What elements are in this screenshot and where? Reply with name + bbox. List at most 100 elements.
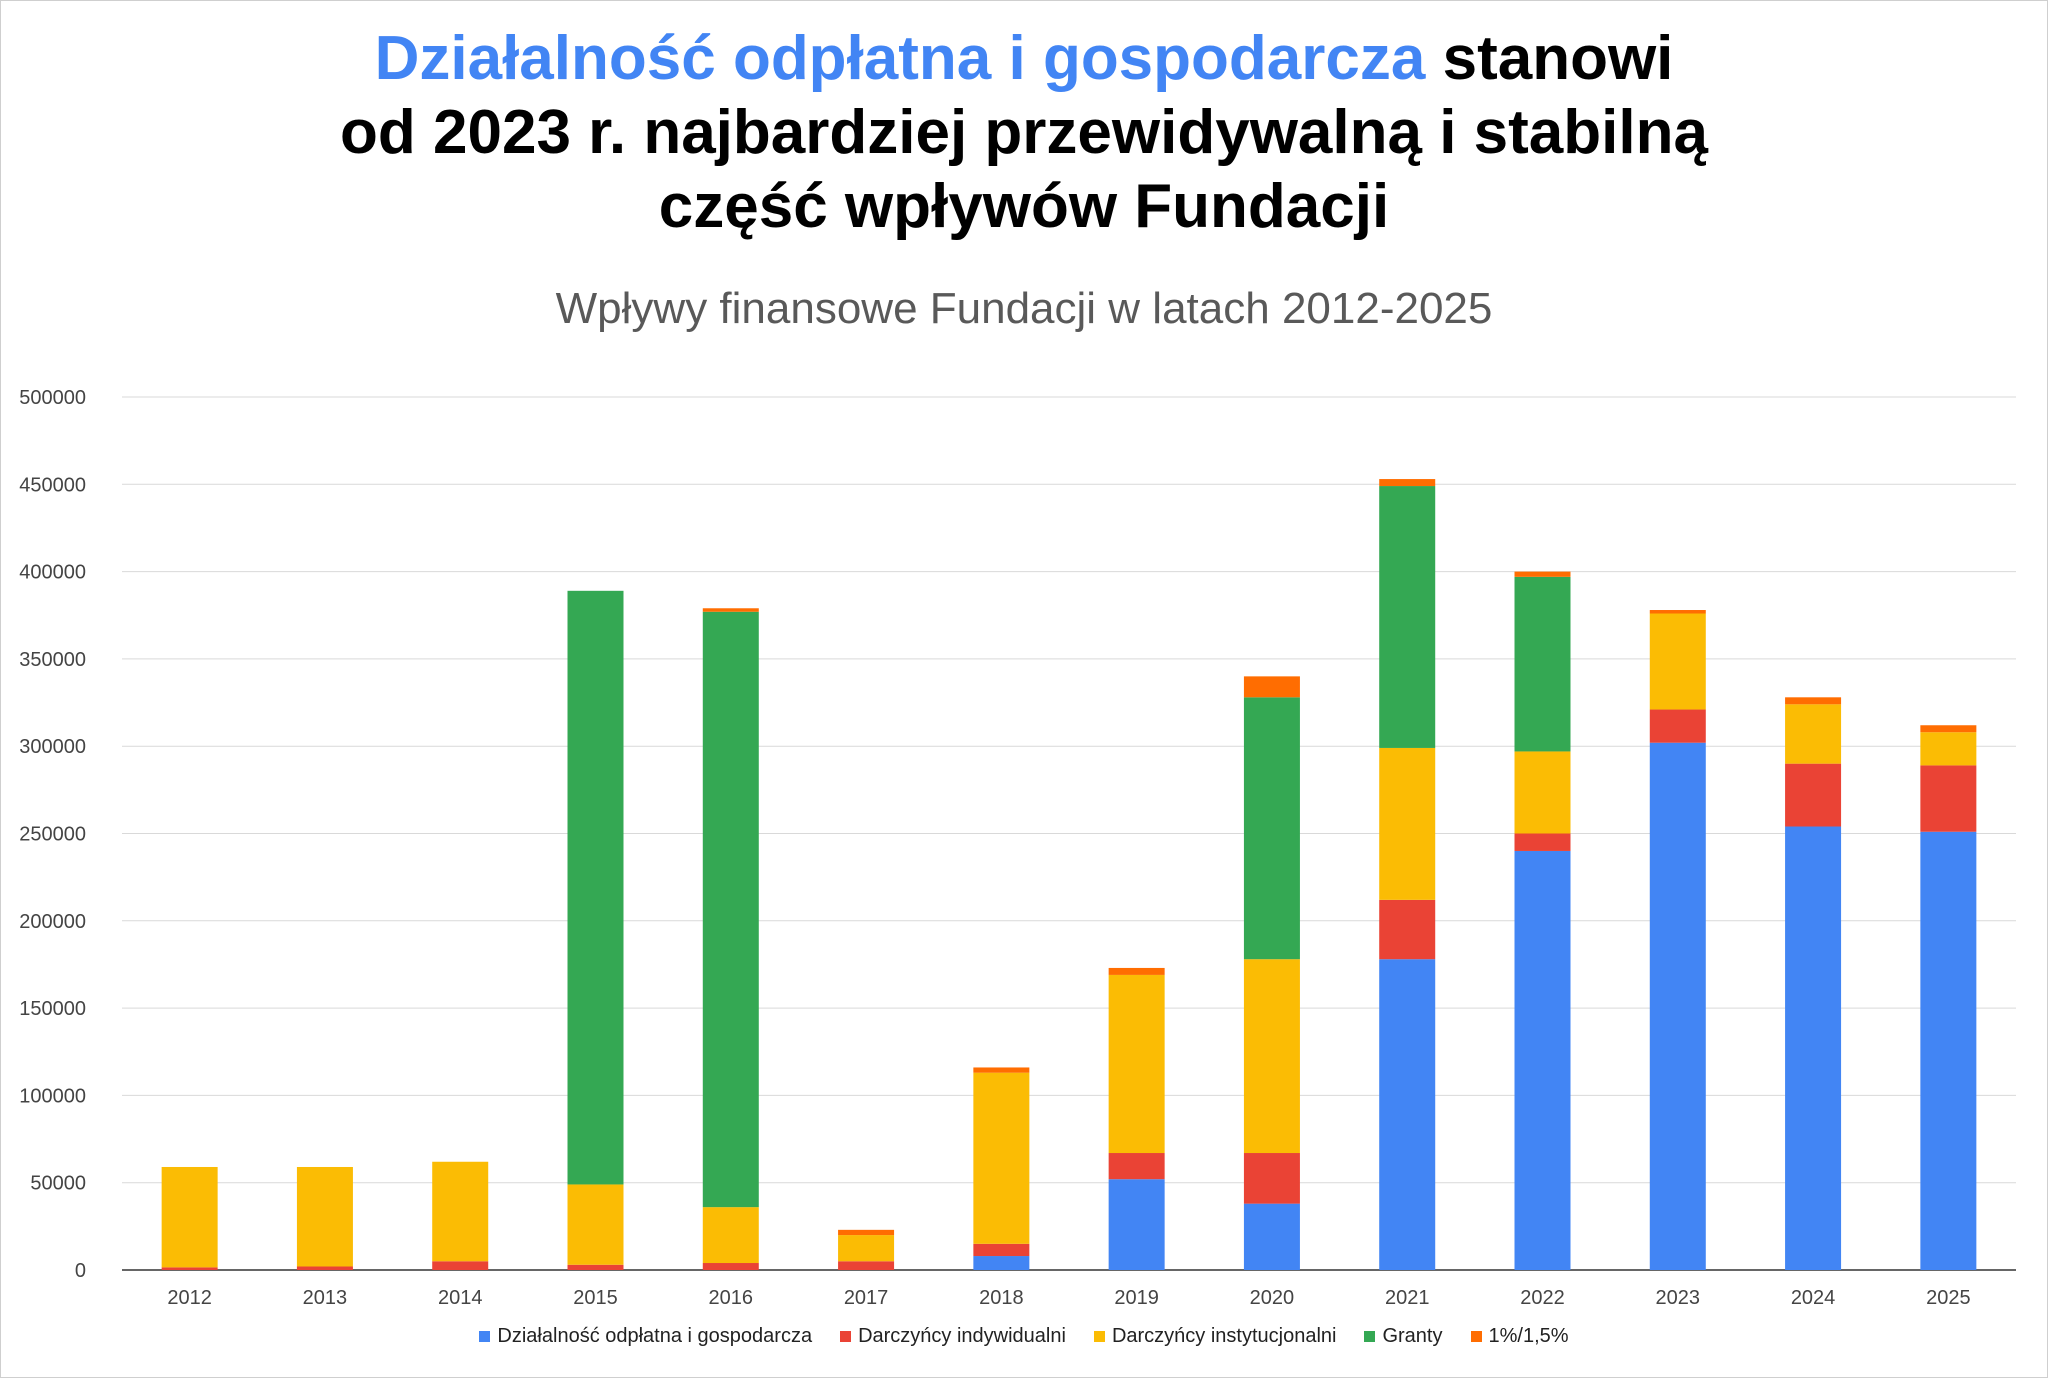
headline-line-2: od 2023 r. najbardziej przewidywalną i s… xyxy=(340,98,1708,167)
bar-segment xyxy=(702,611,759,1208)
bar-segment xyxy=(296,1266,353,1270)
bar-segment xyxy=(296,1166,353,1267)
bar-segment xyxy=(1379,959,1436,1270)
bar-segment xyxy=(702,1263,759,1270)
x-tick-label: 2015 xyxy=(573,1287,618,1309)
x-tick-label: 2014 xyxy=(438,1287,483,1309)
y-tick-label: 300000 xyxy=(19,736,86,758)
bar-segment xyxy=(838,1229,895,1236)
legend-label: Darczyńcy instytucjonalni xyxy=(1111,1325,1337,1347)
y-tick-label: 200000 xyxy=(19,911,86,933)
x-tick-label: 2020 xyxy=(1250,1287,1295,1309)
legend-item: Działalność odpłatna i gospodarcza xyxy=(479,1325,812,1348)
bar-segment xyxy=(973,1072,1030,1244)
bar-segment xyxy=(1379,899,1436,960)
bar-segment xyxy=(1243,1153,1300,1204)
legend-item: 1%/1,5% xyxy=(1470,1325,1569,1348)
bar-segment xyxy=(432,1261,489,1270)
bar-segment xyxy=(1108,1153,1165,1180)
legend-item: Darczyńcy instytucjonalni xyxy=(1093,1325,1337,1348)
bar-segment xyxy=(1514,751,1571,834)
bar-segment xyxy=(1785,826,1842,1270)
chart-legend: Działalność odpłatna i gospodarcza Darczy… xyxy=(0,1325,2048,1348)
legend-item: Granty xyxy=(1364,1325,1443,1348)
x-tick-label: 2023 xyxy=(1656,1287,1701,1309)
legend-swatch xyxy=(1364,1331,1376,1342)
bar-segment xyxy=(1243,676,1300,698)
bar-segment xyxy=(161,1166,218,1268)
bar-segment xyxy=(1649,709,1706,743)
bar-segment xyxy=(1649,610,1706,614)
bar-segment xyxy=(161,1267,218,1270)
legend-label: Działalność odpłatna i gospodarcza xyxy=(497,1325,813,1347)
headline-highlight: Działalność odpłatna i gospodarcza xyxy=(374,24,1426,93)
bar-segment xyxy=(838,1235,895,1262)
bar-segment xyxy=(567,590,624,1185)
x-tick-label: 2018 xyxy=(979,1287,1024,1309)
bar-segment xyxy=(1649,742,1706,1270)
headline-line-1: Działalność odpłatna i gospodarcza stano… xyxy=(0,22,2048,96)
bar-segment xyxy=(973,1256,1030,1270)
bar-segment xyxy=(973,1067,1030,1073)
headline-line-3: część wpływów Fundacji xyxy=(658,172,1390,241)
legend-label: Granty xyxy=(1382,1325,1443,1347)
bar-segment xyxy=(1108,974,1165,1154)
y-tick-label: 400000 xyxy=(19,562,86,584)
bar-segment xyxy=(1243,697,1300,960)
headline: Działalność odpłatna i gospodarcza stano… xyxy=(0,22,2048,244)
y-tick-label: 150000 xyxy=(19,998,86,1020)
x-tick-label: 2016 xyxy=(709,1287,754,1309)
bar-segment xyxy=(567,1264,624,1270)
bar-segment xyxy=(567,1184,624,1265)
legend-swatch xyxy=(1093,1331,1105,1342)
chart-title: Wpływy finansowe Fundacji w latach 2012-… xyxy=(555,284,1493,333)
bar-segment xyxy=(1514,833,1571,851)
bar-segment xyxy=(1920,725,1977,733)
y-tick-label: 350000 xyxy=(19,649,86,671)
bar-segment xyxy=(1514,576,1571,752)
headline-line-1-rest: stanowi xyxy=(1425,24,1674,93)
y-tick-label: 450000 xyxy=(19,474,86,496)
legend-item: Darczyńcy indywidualni xyxy=(840,1325,1066,1348)
x-tick-label: 2024 xyxy=(1791,1287,1836,1309)
bar-segment xyxy=(432,1161,489,1262)
bar-segment xyxy=(1649,613,1706,710)
x-tick-label: 2019 xyxy=(1114,1287,1159,1309)
x-tick-label: 2013 xyxy=(303,1287,348,1309)
bar-segment xyxy=(1920,732,1977,766)
x-tick-label: 2025 xyxy=(1926,1287,1971,1309)
bar-segment xyxy=(1920,765,1977,832)
x-tick-label: 2021 xyxy=(1385,1287,1430,1309)
x-tick-label: 2022 xyxy=(1520,1287,1565,1309)
bar-segment xyxy=(1379,479,1436,487)
y-tick-label: 250000 xyxy=(19,824,86,846)
bar-segment xyxy=(1785,697,1842,705)
bar-segment xyxy=(1379,486,1436,748)
bar-segment xyxy=(1108,967,1165,975)
x-tick-label: 2017 xyxy=(844,1287,889,1309)
bar-segment xyxy=(702,608,759,612)
legend-swatch xyxy=(1470,1331,1482,1342)
bar-segment xyxy=(1514,571,1571,577)
legend-label: 1%/1,5% xyxy=(1488,1325,1569,1347)
y-tick-label: 50000 xyxy=(30,1173,86,1195)
bar-segment xyxy=(1785,763,1842,827)
legend-swatch xyxy=(840,1331,852,1342)
bar-segment xyxy=(1920,831,1977,1270)
bar-segment xyxy=(1379,747,1436,900)
bar-segment xyxy=(1514,850,1571,1270)
y-tick-label: 0 xyxy=(75,1260,86,1282)
bar-segment xyxy=(1785,704,1842,764)
bar-segment xyxy=(973,1243,1030,1257)
bar-segment xyxy=(702,1207,759,1264)
legend-label: Darczyńcy indywidualni xyxy=(858,1325,1066,1347)
bar-segment xyxy=(1243,959,1300,1154)
y-tick-label: 500000 xyxy=(19,387,86,409)
legend-swatch xyxy=(479,1331,491,1342)
bar-segment xyxy=(1108,1179,1165,1270)
bar-segment xyxy=(838,1261,895,1270)
y-tick-label: 100000 xyxy=(19,1085,86,1107)
bar-segment xyxy=(1243,1203,1300,1270)
x-tick-label: 2012 xyxy=(167,1287,212,1309)
